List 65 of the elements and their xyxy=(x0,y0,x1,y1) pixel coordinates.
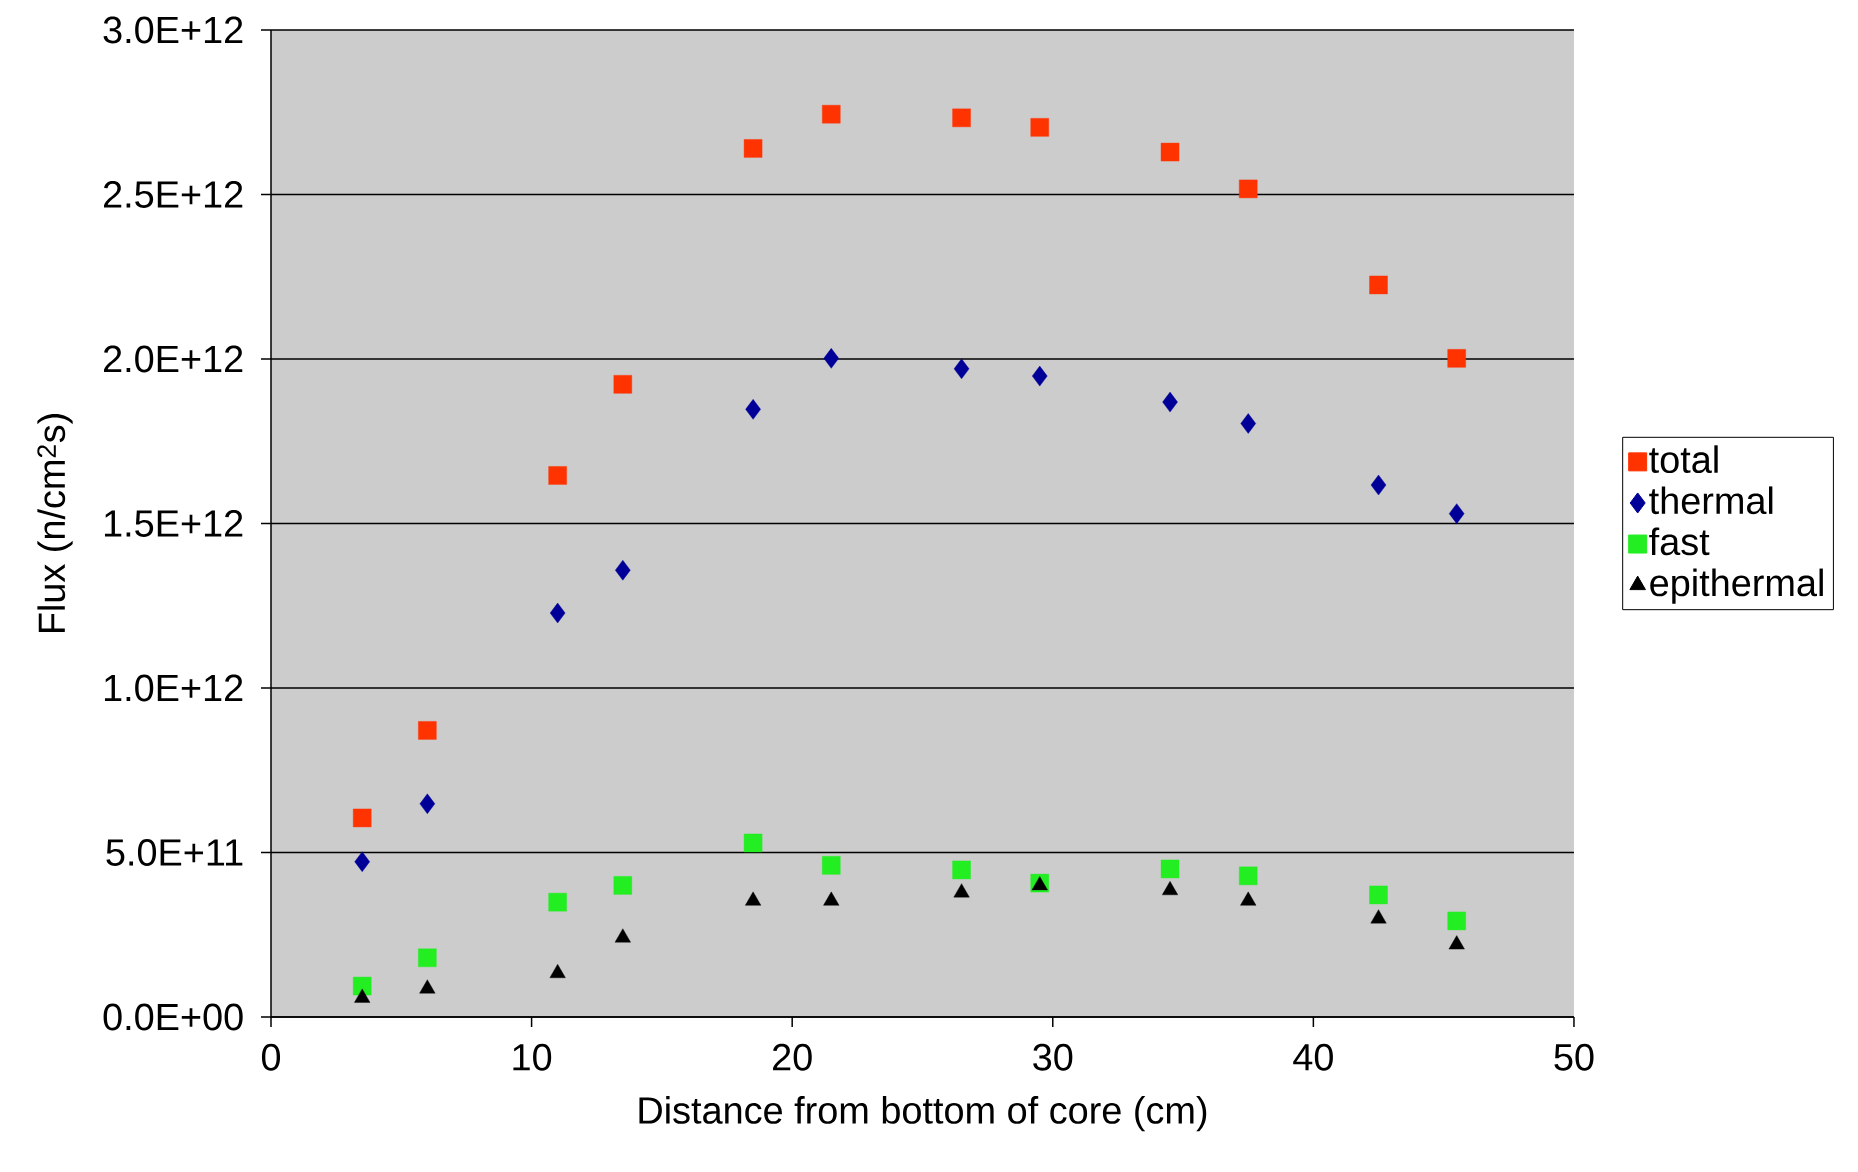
point xyxy=(743,833,763,853)
legend-label: epithermal xyxy=(1650,568,1823,604)
point xyxy=(952,860,971,880)
x-axis-title: Distance from bottom of core (cm) xyxy=(639,1096,1207,1132)
point xyxy=(613,876,632,895)
point xyxy=(822,856,841,875)
point xyxy=(745,399,761,420)
point xyxy=(1449,503,1465,524)
point xyxy=(1240,891,1257,906)
point xyxy=(822,105,841,124)
point xyxy=(1369,885,1388,905)
point xyxy=(745,891,762,906)
point xyxy=(953,358,970,380)
point xyxy=(419,793,436,814)
y-axis-title: Flux (n/cm$^{2}$s) xyxy=(37,414,73,633)
point xyxy=(1448,935,1465,950)
legend-label: total xyxy=(1649,445,1718,474)
point xyxy=(1162,881,1179,896)
point xyxy=(823,348,839,369)
point xyxy=(615,560,631,581)
point xyxy=(1447,349,1466,368)
point xyxy=(353,976,372,996)
point xyxy=(823,891,840,906)
point xyxy=(353,808,372,828)
y-tick-label: 1.5E+12 xyxy=(104,510,243,537)
y-tick-label: 2.5E+12 xyxy=(103,181,243,208)
point xyxy=(952,108,971,128)
point xyxy=(354,851,370,872)
point xyxy=(1240,413,1256,434)
point xyxy=(1160,142,1180,162)
point xyxy=(1160,859,1180,879)
y-tick-label: 0.0E+00 xyxy=(103,1003,243,1031)
x-tick-label: 10 xyxy=(513,1043,552,1071)
x-tick-label: 20 xyxy=(773,1043,812,1071)
point xyxy=(354,988,371,1003)
point xyxy=(953,883,970,898)
y-tick-label: 3.0E+12 xyxy=(103,16,243,44)
y-tick-label: 2.0E+12 xyxy=(103,345,243,373)
x-tick-label: 50 xyxy=(1554,1043,1594,1071)
point xyxy=(549,964,566,978)
point xyxy=(419,979,436,994)
y-tick-label: 5.0E+11 xyxy=(106,839,243,866)
point xyxy=(1032,365,1048,387)
x-tick-label: 40 xyxy=(1293,1043,1333,1071)
point xyxy=(614,928,631,943)
point xyxy=(1370,474,1387,496)
point xyxy=(1162,391,1178,413)
point xyxy=(418,948,437,967)
point xyxy=(1370,909,1387,924)
point xyxy=(549,602,566,624)
y-tick-label: 1.0E+12 xyxy=(104,674,243,702)
x-tick-label: 30 xyxy=(1033,1043,1073,1071)
x-tick-label: 0 xyxy=(261,1043,281,1071)
point xyxy=(1447,911,1466,931)
point xyxy=(418,721,437,740)
point xyxy=(1030,118,1049,137)
point xyxy=(743,139,763,158)
legend-label: fast xyxy=(1649,527,1710,556)
point xyxy=(1239,866,1258,886)
point xyxy=(548,466,567,485)
point xyxy=(613,375,632,394)
point xyxy=(1369,275,1388,295)
point xyxy=(548,892,567,912)
point xyxy=(1239,179,1258,199)
legend-label: thermal xyxy=(1649,486,1773,515)
